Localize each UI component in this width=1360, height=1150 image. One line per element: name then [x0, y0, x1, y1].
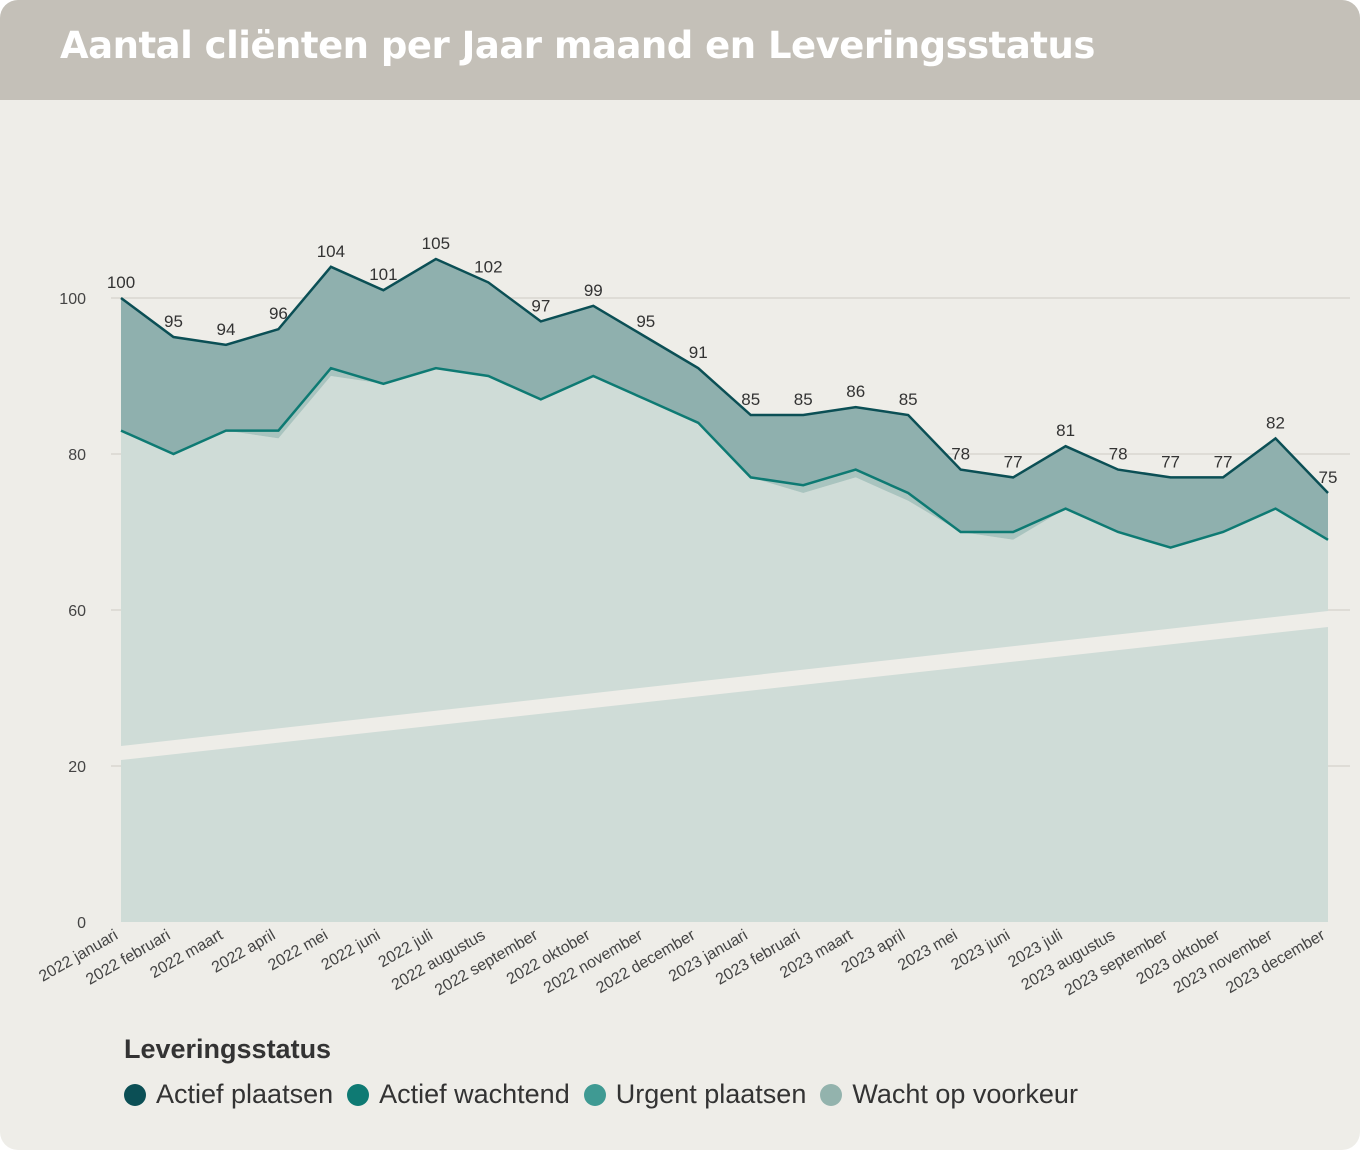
data-label: 75: [1319, 468, 1338, 487]
data-label: 82: [1266, 413, 1285, 432]
data-label: 85: [794, 390, 813, 409]
y-tick-label: 60: [68, 603, 86, 620]
legend-dot-icon: [124, 1083, 146, 1106]
data-label: 91: [689, 343, 708, 362]
data-label: 77: [1161, 452, 1180, 471]
data-label: 102: [474, 257, 502, 276]
data-label: 96: [269, 304, 288, 323]
series-area-actief-plaatsen: [121, 259, 1328, 548]
series-area-wacht-op-voorkeur: [121, 368, 1328, 922]
x-tick-label: 2023 juni: [948, 927, 1013, 974]
data-label: 101: [369, 265, 397, 284]
data-label: 85: [741, 390, 760, 409]
data-label: 97: [531, 296, 550, 315]
x-tick-label: 2023 mei: [895, 927, 961, 975]
series-line-actief-plaatsen: [120, 257, 1329, 494]
data-label: 86: [846, 382, 865, 401]
data-label: 99: [584, 281, 603, 300]
axis-break-band: [121, 611, 1328, 760]
legend-dot-icon: [583, 1083, 606, 1106]
data-label: 81: [1056, 421, 1075, 440]
data-label: 77: [1004, 452, 1023, 471]
data-label: 94: [216, 320, 235, 339]
y-tick-label: 100: [59, 291, 86, 308]
data-label: 77: [1214, 452, 1233, 471]
legend-label: Actief wachtend: [379, 1079, 570, 1109]
legend-label: Urgent plaatsen: [615, 1079, 807, 1109]
data-label: 95: [164, 312, 183, 331]
data-label: 78: [951, 445, 970, 464]
legend-item-urgent-plaatsen[interactable]: Urgent plaatsen: [583, 1079, 807, 1110]
data-label: 78: [1109, 445, 1128, 464]
y-tick-label: 80: [68, 447, 86, 464]
y-tick-label: 0: [77, 915, 86, 932]
y-tick-label: 20: [68, 759, 86, 776]
header-bar: Aantal cliënten per Jaar maand en Leveri…: [0, 0, 1360, 100]
x-tick-label: 2022 mei: [265, 927, 331, 975]
data-label: 95: [636, 312, 655, 331]
legend-dot-icon: [820, 1083, 843, 1106]
legend-label: Wacht op voorkeur: [852, 1079, 1078, 1109]
legend-item-wacht-op-voorkeur[interactable]: Wacht op voorkeur: [820, 1079, 1078, 1110]
legend-items: Actief plaatsen Actief wachtend Urgent p…: [124, 1079, 1092, 1110]
data-label: 100: [107, 273, 135, 292]
legend-title: Leveringsstatus: [124, 1034, 332, 1064]
data-label: 85: [899, 390, 918, 409]
data-label: 104: [317, 242, 345, 261]
legend-item-actief-plaatsen[interactable]: Actief plaatsen: [124, 1079, 333, 1110]
series-line-actief-wachtend: [120, 366, 1329, 549]
legend: Leveringsstatus Actief plaatsen Actief w…: [124, 1034, 1092, 1110]
x-tick-label: 2022 juni: [319, 927, 384, 974]
chart-title: Aantal cliënten per Jaar maand en Leveri…: [60, 24, 1095, 67]
legend-dot-icon: [347, 1083, 370, 1106]
legend-item-actief-wachtend[interactable]: Actief wachtend: [347, 1079, 570, 1110]
area-chart: 0 20 60 80 100 100 95 94 96 104 101 105 102 97 99 95 91 8…: [36, 234, 1350, 999]
data-label: 105: [422, 234, 450, 253]
legend-label: Actief plaatsen: [156, 1079, 334, 1109]
